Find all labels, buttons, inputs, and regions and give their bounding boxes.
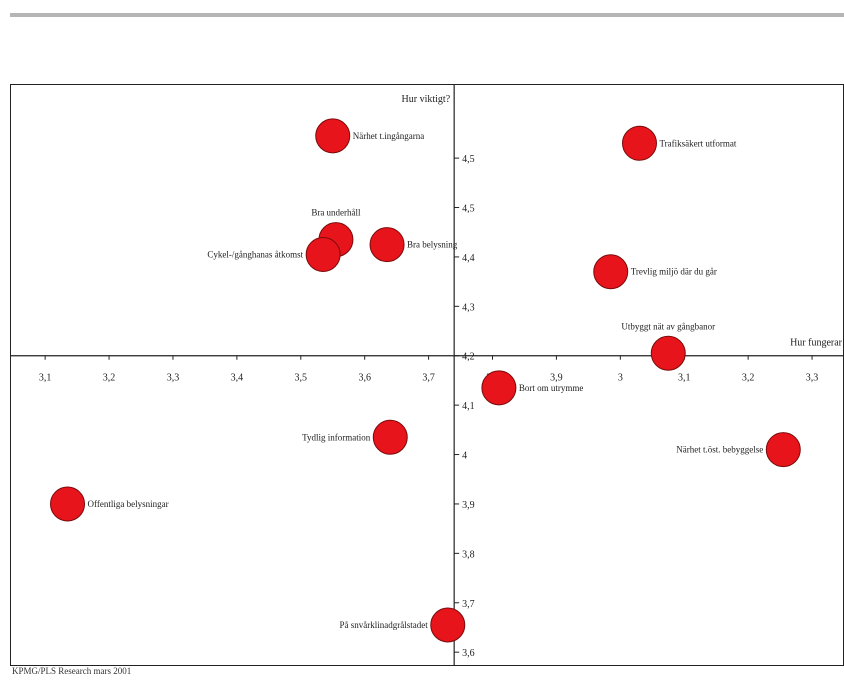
x-tick-label: 3,9 bbox=[550, 373, 563, 384]
x-tick-label: 3,4 bbox=[231, 373, 244, 384]
top-rule bbox=[10, 13, 844, 17]
y-tick-label: 3,7 bbox=[462, 599, 475, 610]
point-label: Tydlig information bbox=[302, 432, 371, 442]
x-tick-label: 3,7 bbox=[422, 373, 435, 384]
data-point bbox=[305, 236, 341, 272]
data-point bbox=[369, 227, 405, 263]
data-point bbox=[50, 486, 86, 522]
data-point bbox=[315, 118, 351, 154]
x-tick-label: 3 bbox=[618, 373, 623, 384]
x-tick-label: 3,3 bbox=[806, 373, 819, 384]
y-tick-label: 3,9 bbox=[462, 500, 475, 511]
y-tick-label: 4,3 bbox=[462, 302, 475, 313]
y-tick-label: 4 bbox=[462, 451, 467, 462]
x-tick-label: 3,6 bbox=[358, 373, 371, 384]
point-label: Trevlig miljö där du går bbox=[631, 267, 717, 277]
y-tick-label: 4,5 bbox=[462, 154, 475, 165]
point-label: Bra underhåll bbox=[311, 208, 361, 218]
y-tick-label: 3,8 bbox=[462, 549, 475, 560]
point-label: Offentliga belysningar bbox=[88, 499, 169, 509]
y-axis-title: Hur viktigt? bbox=[402, 94, 451, 105]
x-tick-label: 3,5 bbox=[295, 373, 308, 384]
data-point bbox=[621, 125, 657, 161]
point-label: Cykel-/gånghanas åtkomst bbox=[207, 249, 303, 259]
y-tick-label: 3,6 bbox=[462, 648, 475, 659]
point-label: Närhet t.ingångarna bbox=[353, 131, 424, 141]
data-point bbox=[430, 607, 466, 643]
x-tick-label: 3,3 bbox=[167, 373, 180, 384]
y-tick-label: 4,5 bbox=[462, 204, 475, 215]
point-label: Trafiksäkert utformat bbox=[659, 138, 736, 148]
data-point bbox=[765, 432, 801, 468]
x-tick-label: 3,2 bbox=[742, 373, 755, 384]
point-label: På snvårklinadgrålstadet bbox=[340, 620, 429, 630]
y-tick-label: 4,4 bbox=[462, 253, 475, 264]
source-note: KPMG/PLS Research mars 2001 bbox=[12, 666, 132, 676]
data-point bbox=[481, 370, 517, 406]
x-tick-label: 3,1 bbox=[678, 373, 691, 384]
x-tick-label: 3,1 bbox=[39, 373, 52, 384]
point-label: Bort om utrymme bbox=[519, 383, 584, 393]
point-label: Närhet t.öst. bebyggelse bbox=[676, 445, 763, 455]
y-tick-label: 4,2 bbox=[462, 352, 475, 363]
point-label: Utbyggt nät av gångbanor bbox=[621, 321, 715, 331]
point-label: Bra belysning bbox=[407, 240, 458, 250]
data-point bbox=[593, 254, 629, 290]
data-point bbox=[650, 335, 686, 371]
y-tick-label: 4,1 bbox=[462, 401, 475, 412]
data-point bbox=[372, 419, 408, 455]
x-axis-title: Hur fungerar bbox=[790, 338, 843, 349]
x-tick-label: 3,2 bbox=[103, 373, 116, 384]
